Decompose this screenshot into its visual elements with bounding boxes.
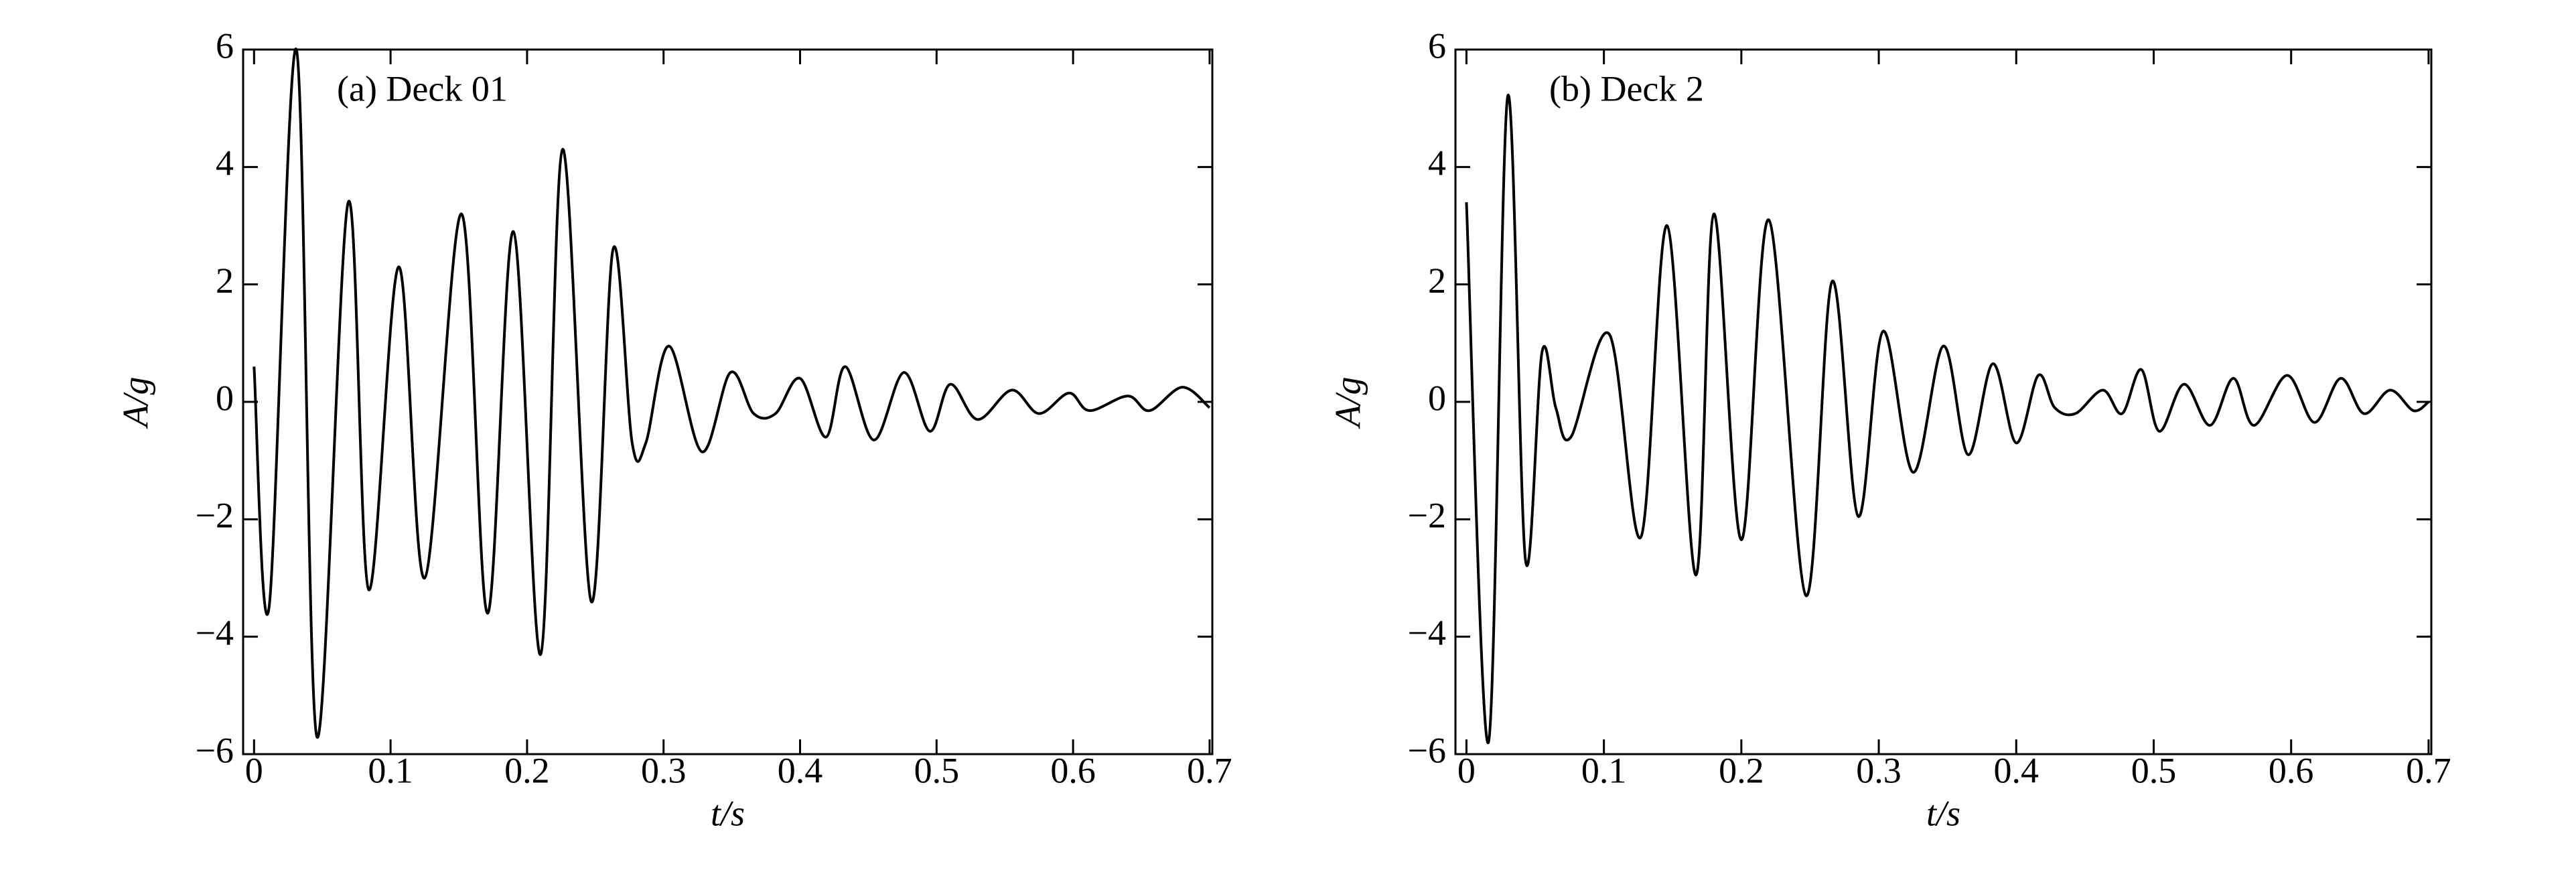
x-tick-label: 0.3 xyxy=(641,750,687,790)
x-axis-label: t/s xyxy=(711,793,745,833)
plot-frame xyxy=(242,48,1214,755)
y-tick-label: 6 xyxy=(1428,25,1446,66)
y-tick-label: −6 xyxy=(1408,730,1446,770)
x-tick-label: 0.5 xyxy=(2131,750,2177,790)
x-tick-label: 0.6 xyxy=(1050,750,1096,790)
x-axis-label: t/s xyxy=(1926,793,1960,833)
x-tick-label: 0.2 xyxy=(1719,750,1764,790)
y-axis-label: A/g xyxy=(115,377,155,429)
x-tick-label: 0.6 xyxy=(2269,750,2314,790)
y-tick-label: −4 xyxy=(196,613,234,653)
data-line xyxy=(253,48,1211,739)
x-tick-label: 0.2 xyxy=(504,750,550,790)
y-tick-label: 2 xyxy=(1428,261,1446,301)
x-tick-label: 0 xyxy=(1457,750,1476,790)
y-tick-label: −4 xyxy=(1408,613,1446,653)
y-axis-label: A/g xyxy=(1328,377,1368,429)
x-tick-label: 0.4 xyxy=(1994,750,2040,790)
y-tick-label: −2 xyxy=(196,496,234,536)
y-tick-label: 2 xyxy=(216,261,234,301)
y-tick-label: 4 xyxy=(1428,143,1446,184)
x-tick-label: 0.3 xyxy=(1856,750,1902,790)
panel-annotation: (a) Deck 01 xyxy=(337,68,508,108)
x-tick-label: 0.4 xyxy=(778,750,823,790)
y-tick-label: 0 xyxy=(216,378,234,418)
x-tick-label: 0.7 xyxy=(1187,750,1232,790)
x-tick-label: 0.5 xyxy=(914,750,960,790)
plot-frame xyxy=(1454,48,2433,755)
y-tick-label: 0 xyxy=(1428,378,1446,418)
y-tick-label: 4 xyxy=(216,143,234,184)
y-tick-label: 6 xyxy=(216,25,234,66)
x-tick-label: 0.7 xyxy=(2406,750,2451,790)
x-tick-label: 0 xyxy=(245,750,263,790)
x-tick-label: 0.1 xyxy=(1581,750,1627,790)
y-tick-label: −2 xyxy=(1408,496,1446,536)
panel-annotation: (b) Deck 2 xyxy=(1549,68,1704,108)
data-line xyxy=(1465,93,2430,744)
y-tick-label: −6 xyxy=(196,730,234,770)
x-tick-label: 0.1 xyxy=(368,750,413,790)
